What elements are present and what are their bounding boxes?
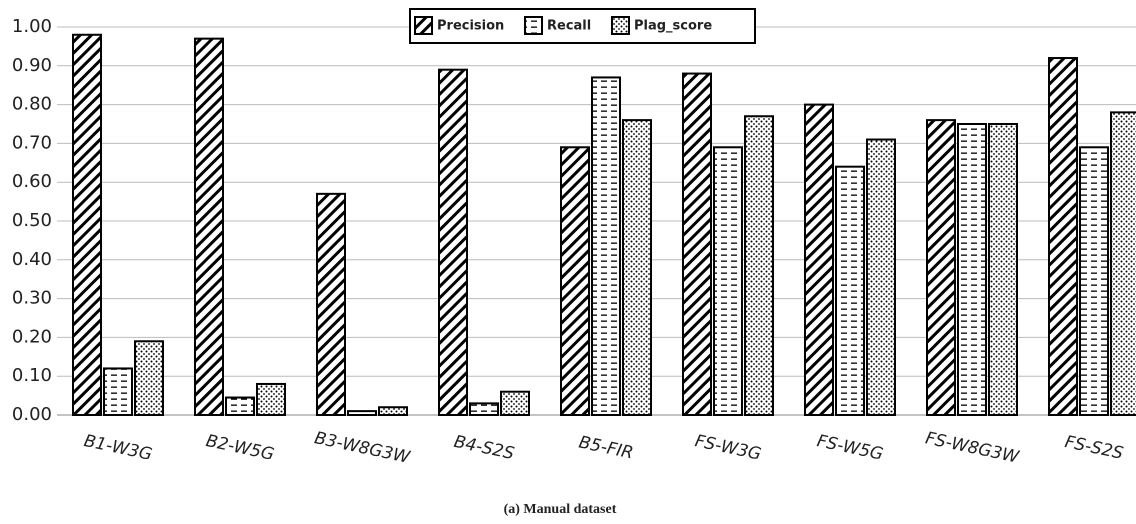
bar [744, 115, 774, 417]
y-tick-label: 1.00 [12, 16, 52, 37]
bar [926, 119, 956, 417]
bar [988, 123, 1018, 416]
bar [500, 390, 530, 417]
legend-label: Recall [547, 19, 591, 34]
bar [134, 340, 164, 416]
bar [378, 406, 408, 416]
bar [316, 192, 346, 416]
y-tick-label: 0.70 [12, 132, 52, 153]
legend-label: Precision [437, 19, 504, 34]
caption: (a) Manual dataset [504, 502, 617, 517]
bar [591, 76, 621, 416]
bar [560, 146, 590, 416]
y-tick-label: 0.60 [12, 171, 52, 192]
bar [225, 396, 255, 417]
legend-label: Plag_score [634, 19, 712, 34]
x-tick-label: FS-W3G [693, 431, 763, 465]
x-tick-label: B3-W8G3W [313, 428, 413, 468]
legend-swatch [524, 16, 543, 35]
bar [72, 33, 102, 416]
x-tick-label: FS-W8G3W [924, 428, 1022, 468]
bar [835, 165, 865, 416]
bar [622, 119, 652, 417]
y-tick-label: 0.90 [12, 55, 52, 76]
x-tick-label: FS-W5G [815, 431, 885, 465]
x-tick-label: FS-S2S [1063, 432, 1125, 464]
bar [469, 402, 499, 416]
bar [1110, 111, 1136, 417]
bar [682, 72, 712, 416]
x-tick-label: B5-FIR [577, 432, 635, 463]
bar [957, 123, 987, 416]
bar [347, 410, 377, 416]
bar [194, 37, 224, 416]
y-tick-label: 0.30 [12, 288, 52, 309]
y-tick-label: 0.40 [12, 249, 52, 270]
legend-swatch [611, 16, 630, 35]
x-tick-label: B2-W5G [204, 431, 276, 465]
x-tick-label: B4-S2S [452, 432, 516, 464]
bar [866, 138, 896, 417]
y-tick-label: 0.20 [12, 326, 52, 347]
legend: Precision Recall Plag_score [409, 8, 756, 44]
bar [1048, 57, 1078, 416]
y-tick-label: 0.10 [12, 365, 52, 386]
y-tick-label: 0.80 [12, 94, 52, 115]
bar [713, 146, 743, 416]
x-tick-label: B1-W3G [82, 431, 154, 465]
bar [804, 103, 834, 416]
legend-swatch [414, 16, 433, 35]
bar [1079, 146, 1109, 416]
bar [438, 68, 468, 417]
bar [103, 367, 133, 417]
legend-box [409, 8, 756, 44]
y-tick-label: 0.50 [12, 210, 52, 231]
bar [256, 382, 286, 416]
y-tick-label: 0.00 [12, 404, 52, 425]
